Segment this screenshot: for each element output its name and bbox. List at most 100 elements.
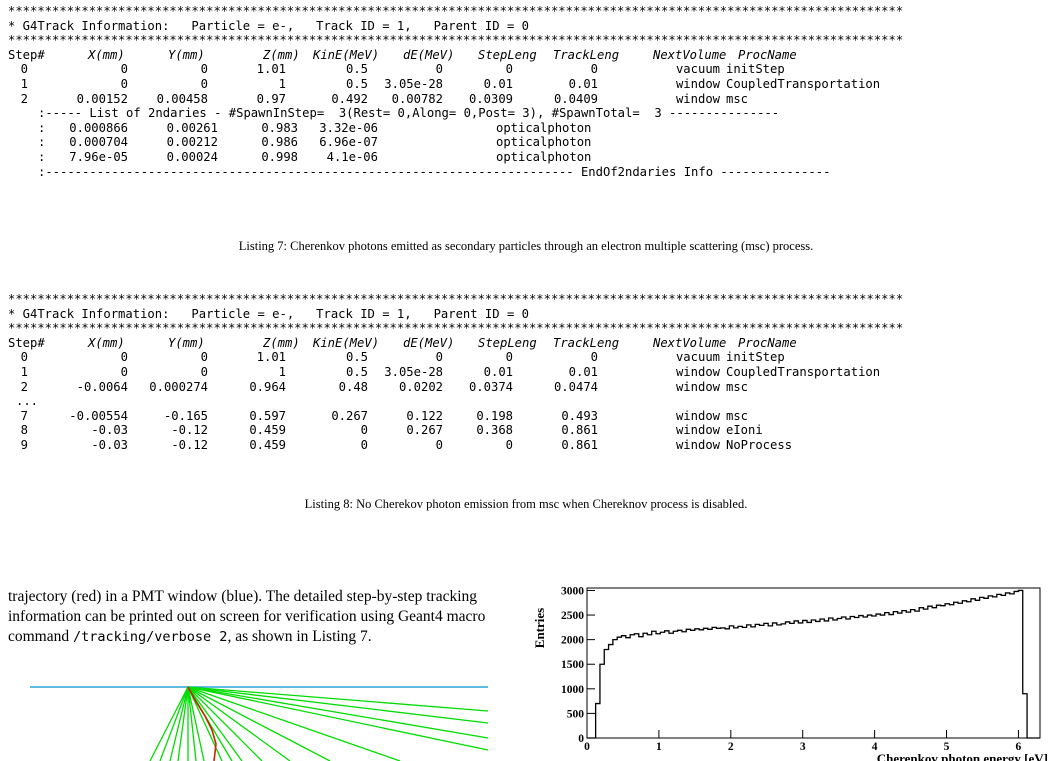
column-header: Step# X(mm) Y(mm) Z(mm) KinE(MeV) dE(MeV… xyxy=(8,336,1044,351)
cell-y: 0 xyxy=(200,364,208,379)
listing-8: ****************************************… xyxy=(8,292,1044,453)
secondary-x: 7.96e-05 xyxy=(69,149,128,164)
cell-kine: 0.267 xyxy=(331,408,368,423)
header-y: Y(mm) xyxy=(168,47,205,62)
secondary-z: 0.998 xyxy=(261,149,298,164)
row-marker: : xyxy=(38,120,46,135)
stars-line: ****************************************… xyxy=(8,321,904,336)
cell-de: 0.0202 xyxy=(398,379,443,394)
cell-y: -0.12 xyxy=(171,437,208,452)
header-stepleng: StepLeng xyxy=(478,335,537,350)
step-row: 2 -0.0064 0.000274 0.964 0.48 0.0202 0.0374 0.0… xyxy=(8,380,1044,395)
stars-line: ****************************************… xyxy=(8,4,904,18)
step-row: 8 -0.03 -0.12 0.459 0 0.267 0.368 0.861 window eI… xyxy=(8,423,1044,438)
cell-x: 0 xyxy=(120,62,128,77)
cell-x: -0.03 xyxy=(91,423,128,438)
photon-ray xyxy=(187,686,331,761)
cell-y: 0 xyxy=(200,62,208,77)
cell-vol: vacuum xyxy=(675,350,720,365)
cell-z: 1.01 xyxy=(256,62,286,77)
header-kine: KinE(MeV) xyxy=(313,47,380,62)
cell-vol: window xyxy=(675,76,720,91)
cell-kine: 0.5 xyxy=(345,62,368,77)
photon-ray xyxy=(187,686,205,761)
cell-z: 0.459 xyxy=(249,423,286,438)
x-tick-label: 0 xyxy=(584,741,590,753)
header-proc: ProcName xyxy=(738,335,797,350)
step-row: 2 0.00152 0.00458 0.97 0.492 0.00782 0.0309 0.0… xyxy=(8,92,1044,107)
column-header: Step# X(mm) Y(mm) Z(mm) KinE(MeV) dE(MeV… xyxy=(8,48,1044,63)
cell-z: 0.459 xyxy=(249,437,286,452)
cell-stepleng: 0.368 xyxy=(476,423,513,438)
cell-de: 0 xyxy=(435,437,443,452)
cell-y: 0 xyxy=(200,76,208,91)
secondary-e: 4.1e-06 xyxy=(326,149,378,164)
cell-kine: 0.5 xyxy=(345,364,368,379)
cell-proc: CoupledTransportation xyxy=(726,76,881,91)
photon-ray xyxy=(169,686,189,761)
cell-de: 0.267 xyxy=(406,423,443,438)
secondary-e: 3.32e-06 xyxy=(319,120,378,135)
cell-stepleng: 0.01 xyxy=(483,364,513,379)
body-paragraph: trajectory (red) in a PMT window (blue).… xyxy=(8,587,520,648)
y-tick-label: 3000 xyxy=(561,585,584,597)
x-tick-label: 6 xyxy=(1016,741,1022,753)
photon-ray xyxy=(187,686,401,761)
cell-trackleng: 0 xyxy=(590,350,598,365)
cell-z: 0.597 xyxy=(249,408,286,423)
electron-track xyxy=(187,686,217,761)
cell-y: 0.000274 xyxy=(149,379,208,394)
photon-ray xyxy=(187,686,223,761)
cherenkov-energy-histogram: 0 500 1000 1500 2000 2500 3000 0 1 2 3 4 5 6 Entries… xyxy=(532,585,1048,761)
photon-ray xyxy=(159,686,189,761)
cell-trackleng: 0.0409 xyxy=(553,91,598,106)
photon-ray xyxy=(187,686,263,761)
cell-vol: window xyxy=(675,91,720,106)
cell-trackleng: 0.861 xyxy=(561,423,598,438)
cell-step: 2 xyxy=(20,379,28,394)
header-step: Step# xyxy=(8,335,45,350)
track-info-line: * G4Track Information: Particle = e-, Tr… xyxy=(8,18,529,33)
body-text-before: trajectory (red) in a PMT window (blue).… xyxy=(8,588,486,646)
cell-step: 0 xyxy=(20,62,28,77)
row-marker: : xyxy=(38,149,46,164)
photon-ray xyxy=(187,686,489,751)
step-row: 1 0 0 1 0.5 3.05e-28 0.01 0.01 window CoupledTran… xyxy=(8,77,1044,92)
cell-trackleng: 0.0474 xyxy=(553,379,598,394)
header-de: dE(MeV) xyxy=(403,47,455,62)
step-row: 0 0 0 1.01 0.5 0 0 0 vacuum initStep xyxy=(8,350,1044,365)
cell-z: 1 xyxy=(278,364,286,379)
step-row: 7 -0.00554 -0.165 0.597 0.267 0.122 0.198 0.493… xyxy=(8,409,1044,424)
cell-trackleng: 0.493 xyxy=(561,408,598,423)
header-nextvol: NextVolume xyxy=(653,47,727,62)
cell-kine: 0 xyxy=(360,437,368,452)
cell-proc: CoupledTransportation xyxy=(726,364,881,379)
x-axis-label: Cherenkov photon energy [eV] xyxy=(877,751,1048,761)
secondary-row: : 0.000704 0.00212 0.986 6.96e-07 opticalphot… xyxy=(8,135,1044,150)
tracking-command: /tracking/verbose 2 xyxy=(73,629,228,646)
y-tick-label: 2000 xyxy=(561,635,584,647)
step-row: 0 0 0 1.01 0.5 0 0 0 vacuum initStep xyxy=(8,62,1044,77)
cell-x: -0.03 xyxy=(91,437,128,452)
cell-step: 1 xyxy=(20,364,28,379)
cell-x: -0.00554 xyxy=(69,408,128,423)
cell-vol: window xyxy=(675,423,720,438)
ellipsis: ... xyxy=(16,394,39,409)
header-x: X(mm) xyxy=(88,47,125,62)
cell-proc: eIoni xyxy=(726,423,763,438)
header-z: Z(mm) xyxy=(263,47,300,62)
x-tick-label: 1 xyxy=(656,741,662,753)
cell-trackleng: 0.01 xyxy=(568,76,598,91)
photon-ray xyxy=(187,686,489,712)
header-proc: ProcName xyxy=(738,47,797,62)
listing-7: ****************************************… xyxy=(8,4,1044,179)
cell-de: 0.00782 xyxy=(391,91,443,106)
secondary-row: : 7.96e-05 0.00024 0.998 4.1e-06 opticalphoto… xyxy=(8,150,1044,165)
cell-proc: NoProcess xyxy=(726,437,793,452)
cell-de: 0 xyxy=(435,350,443,365)
photon-ray xyxy=(187,686,489,724)
x-axis-ticks: 0 1 2 3 4 5 6 xyxy=(584,730,1022,753)
cell-vol: window xyxy=(675,437,720,452)
body-text-after: , as shown in Listing 7. xyxy=(227,628,372,646)
cell-step: 9 xyxy=(20,437,28,452)
